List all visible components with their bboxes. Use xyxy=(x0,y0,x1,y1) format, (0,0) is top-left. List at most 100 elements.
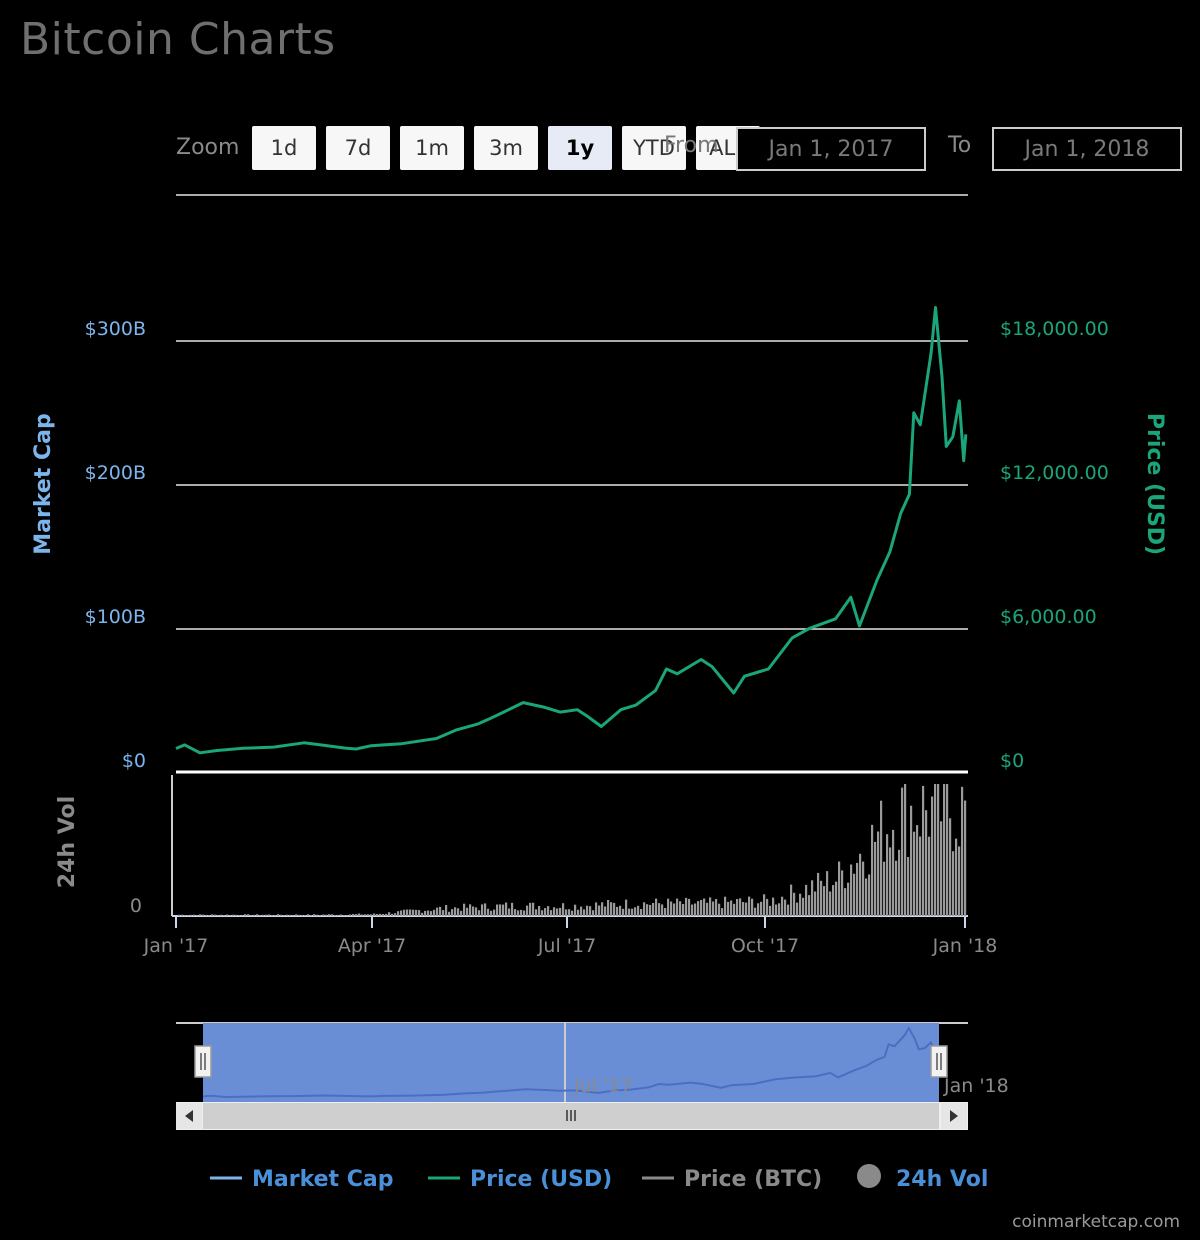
volume-bar xyxy=(511,902,514,916)
volume-bar xyxy=(238,915,241,916)
legend-label: 24h Vol xyxy=(896,1167,988,1192)
volume-bar xyxy=(457,908,460,916)
volume-bar xyxy=(493,909,496,916)
volume-bar xyxy=(433,909,436,916)
volume-bar xyxy=(415,909,418,916)
volume-bar xyxy=(844,888,847,916)
legend-item-price-btc[interactable]: Price (BTC) xyxy=(642,1167,822,1192)
volume-bar xyxy=(679,901,682,916)
volume-axis-title: 24h Vol xyxy=(55,796,80,888)
volume-bar xyxy=(676,898,679,916)
zoom-1d-button[interactable]: 1d xyxy=(252,126,316,170)
volume-bar xyxy=(571,910,574,916)
volume-bar xyxy=(613,902,616,916)
legend-label: Price (USD) xyxy=(470,1167,612,1192)
volume-bar xyxy=(682,904,685,916)
to-label: To xyxy=(948,133,972,158)
volume-bar xyxy=(346,915,349,916)
volume-bar xyxy=(451,909,454,916)
from-date-input[interactable] xyxy=(736,127,926,171)
volume-bar xyxy=(730,900,733,916)
page-title: Bitcoin Charts xyxy=(20,14,336,65)
volume-bar xyxy=(640,909,643,916)
volume-bar xyxy=(199,914,202,916)
from-label: From xyxy=(664,133,719,158)
volume-bar xyxy=(382,914,385,916)
volume-bar xyxy=(454,907,457,916)
volume-bar xyxy=(670,901,673,916)
volume-bar xyxy=(697,901,700,916)
volume-bar xyxy=(658,903,661,916)
volume-bar xyxy=(826,871,829,916)
volume-bar xyxy=(544,908,547,916)
navigator-label: Jul '17 xyxy=(573,1075,632,1097)
to-date-input[interactable] xyxy=(992,127,1182,171)
volume-bar xyxy=(913,831,916,916)
market-cap-axis-title: Market Cap xyxy=(31,413,56,554)
volume-bar xyxy=(607,900,610,916)
volume-bar xyxy=(211,914,214,916)
volume-bar xyxy=(466,907,469,916)
legend-item-market-cap[interactable]: Market Cap xyxy=(210,1167,393,1192)
volume-bar xyxy=(778,903,781,916)
volume-bar xyxy=(550,910,553,916)
volume-bar xyxy=(664,908,667,916)
zoom-1y-button[interactable]: 1y xyxy=(548,126,612,170)
volume-bar xyxy=(604,906,607,916)
volume-bar xyxy=(463,903,466,916)
volume-bar xyxy=(331,914,334,916)
volume-bar xyxy=(883,861,886,916)
volume-bar xyxy=(949,818,952,916)
legend-item-price-usd[interactable]: Price (USD) xyxy=(428,1167,612,1192)
volume-bar xyxy=(412,909,415,916)
volume-bar xyxy=(229,915,232,916)
volume-bar xyxy=(718,903,721,916)
scrollbar[interactable] xyxy=(176,1102,968,1130)
price-tick: $18,000.00 xyxy=(1000,318,1109,340)
zoom-1m-button[interactable]: 1m xyxy=(400,126,464,170)
volume-bar xyxy=(916,825,919,916)
volume-bar xyxy=(262,914,265,916)
volume-bar xyxy=(742,902,745,916)
volume-bar xyxy=(325,914,328,916)
market-cap-tick: $300B xyxy=(85,318,146,340)
volume-bar xyxy=(958,846,961,916)
volume-bar xyxy=(952,851,955,916)
volume-bar xyxy=(853,873,856,916)
volume-bar xyxy=(745,902,748,916)
volume-bar xyxy=(907,857,910,916)
volume-bar xyxy=(340,914,343,916)
volume-bar xyxy=(727,901,730,916)
price-series xyxy=(175,306,968,755)
volume-bar xyxy=(955,838,958,916)
volume-bar xyxy=(646,904,649,916)
volume-bar xyxy=(523,910,526,916)
zoom-7d-button[interactable]: 7d xyxy=(326,126,390,170)
navigator-right-handle[interactable] xyxy=(930,1045,948,1078)
volume-bar xyxy=(400,910,403,916)
volume-bar xyxy=(316,914,319,916)
credit-link[interactable]: coinmarketcap.com xyxy=(1012,1212,1180,1232)
navigator-selection[interactable] xyxy=(203,1023,939,1102)
volume-bar xyxy=(445,905,448,916)
volume-bar xyxy=(538,906,541,916)
volume-bar xyxy=(556,908,559,916)
zoom-3m-button[interactable]: 3m xyxy=(474,126,538,170)
volume-bar xyxy=(532,902,535,916)
navigator-left-handle[interactable] xyxy=(194,1045,212,1078)
volume-bar xyxy=(820,880,823,916)
volume-bar xyxy=(397,911,400,916)
volume-bar xyxy=(421,912,424,916)
volume-bar xyxy=(733,903,736,916)
navigator[interactable]: Jul '17 Jan '18 xyxy=(176,1022,1009,1102)
volume-bar xyxy=(739,898,742,916)
volume-bar xyxy=(193,914,196,916)
zoom-ytd-button[interactable]: YTD xyxy=(622,126,686,170)
zoom-label: Zoom xyxy=(176,135,240,160)
volume-bar xyxy=(694,903,697,916)
legend-item-24h-vol[interactable]: 24h Vol xyxy=(857,1164,988,1192)
market-cap-tick: $200B xyxy=(85,462,146,484)
volume-bar xyxy=(748,896,751,916)
volume-bar xyxy=(577,909,580,916)
